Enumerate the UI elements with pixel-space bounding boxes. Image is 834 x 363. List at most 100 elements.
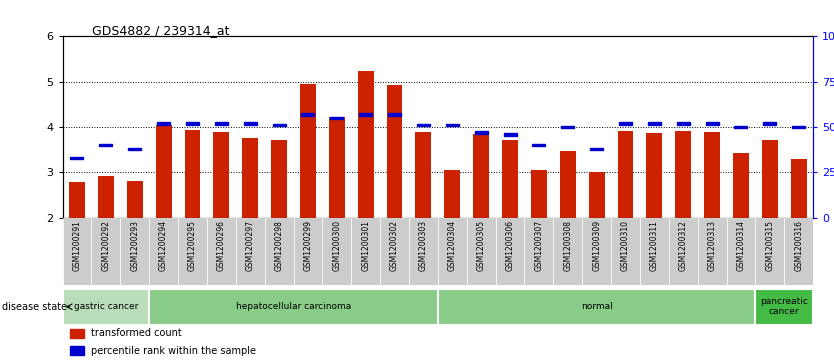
Bar — [475, 131, 488, 134]
Bar — [387, 85, 403, 218]
Bar — [149, 218, 178, 285]
Text: GSM1200304: GSM1200304 — [448, 220, 457, 271]
Text: GSM1200312: GSM1200312 — [679, 220, 688, 271]
Bar — [735, 126, 747, 128]
Text: GSM1200309: GSM1200309 — [592, 220, 601, 271]
Text: disease state: disease state — [2, 302, 67, 312]
Bar — [300, 84, 316, 218]
Text: transformed count: transformed count — [91, 328, 182, 338]
Bar — [178, 218, 207, 285]
Bar — [726, 218, 756, 285]
Text: GSM1200301: GSM1200301 — [361, 220, 370, 271]
Bar — [215, 122, 228, 125]
Bar — [676, 122, 690, 125]
Bar — [156, 125, 172, 218]
Bar — [63, 289, 149, 325]
Text: GSM1200311: GSM1200311 — [650, 220, 659, 271]
Bar — [784, 218, 813, 285]
Bar — [70, 346, 83, 355]
Text: GSM1200298: GSM1200298 — [274, 220, 284, 271]
Bar — [359, 113, 372, 115]
Text: GSM1200307: GSM1200307 — [535, 220, 544, 271]
Text: GSM1200315: GSM1200315 — [766, 220, 774, 271]
Bar — [120, 218, 149, 285]
Bar — [98, 176, 113, 218]
Bar — [294, 218, 323, 285]
Bar — [611, 218, 640, 285]
Bar — [207, 218, 236, 285]
Bar — [242, 138, 259, 218]
Bar — [92, 218, 120, 285]
Bar — [358, 71, 374, 218]
Text: GSM1200300: GSM1200300 — [332, 220, 341, 271]
Text: GDS4882 / 239314_at: GDS4882 / 239314_at — [92, 24, 229, 37]
Bar — [553, 218, 582, 285]
Bar — [590, 148, 603, 150]
Bar — [706, 122, 719, 125]
Text: pancreatic
cancer: pancreatic cancer — [761, 297, 808, 317]
Text: GSM1200305: GSM1200305 — [477, 220, 485, 271]
Bar — [669, 218, 698, 285]
Bar — [301, 113, 314, 115]
Bar — [417, 124, 430, 126]
Text: GSM1200292: GSM1200292 — [102, 220, 110, 271]
Text: GSM1200303: GSM1200303 — [419, 220, 428, 271]
Text: GSM1200293: GSM1200293 — [130, 220, 139, 271]
Bar — [560, 151, 575, 218]
Bar — [640, 218, 669, 285]
Text: GSM1200316: GSM1200316 — [794, 220, 803, 271]
Text: GSM1200310: GSM1200310 — [621, 220, 630, 271]
Bar — [351, 218, 380, 285]
Text: GSM1200297: GSM1200297 — [246, 220, 254, 271]
Bar — [186, 122, 199, 125]
Bar — [99, 144, 113, 146]
Bar — [531, 170, 547, 218]
Bar — [329, 117, 344, 218]
Text: percentile rank within the sample: percentile rank within the sample — [91, 346, 256, 356]
Text: GSM1200308: GSM1200308 — [563, 220, 572, 271]
Bar — [445, 170, 460, 218]
Bar — [698, 218, 726, 285]
Bar — [244, 122, 257, 125]
Bar — [446, 124, 459, 126]
Bar — [473, 134, 489, 218]
Bar — [646, 133, 662, 218]
Bar — [619, 122, 632, 125]
Bar — [236, 218, 264, 285]
Text: GSM1200314: GSM1200314 — [736, 220, 746, 271]
Bar — [63, 218, 92, 285]
Bar — [495, 218, 525, 285]
Text: GSM1200302: GSM1200302 — [390, 220, 399, 271]
Bar — [589, 171, 605, 218]
Bar — [582, 218, 611, 285]
Bar — [409, 218, 438, 285]
Bar — [648, 122, 661, 125]
Bar — [388, 113, 401, 115]
Text: GSM1200291: GSM1200291 — [73, 220, 82, 271]
Bar — [756, 289, 813, 325]
Bar — [69, 182, 85, 218]
Text: gastric cancer: gastric cancer — [73, 302, 138, 311]
Bar — [71, 157, 83, 159]
Bar — [525, 218, 553, 285]
Bar — [792, 126, 805, 128]
Bar — [733, 153, 749, 218]
Bar — [128, 148, 141, 150]
Text: GSM1200299: GSM1200299 — [304, 220, 313, 271]
Bar — [438, 289, 756, 325]
Bar — [762, 140, 778, 218]
Bar — [438, 218, 467, 285]
Bar — [504, 133, 516, 135]
Text: hepatocellular carcinoma: hepatocellular carcinoma — [236, 302, 351, 311]
Bar — [184, 130, 200, 218]
Bar — [415, 132, 431, 218]
Text: GSM1200296: GSM1200296 — [217, 220, 226, 271]
Bar — [676, 131, 691, 218]
Text: GSM1200294: GSM1200294 — [159, 220, 168, 271]
Bar — [264, 218, 294, 285]
Bar — [502, 140, 518, 218]
Bar — [617, 131, 634, 218]
Text: GSM1200306: GSM1200306 — [505, 220, 515, 271]
Text: GSM1200313: GSM1200313 — [707, 220, 716, 271]
Bar — [157, 122, 170, 125]
